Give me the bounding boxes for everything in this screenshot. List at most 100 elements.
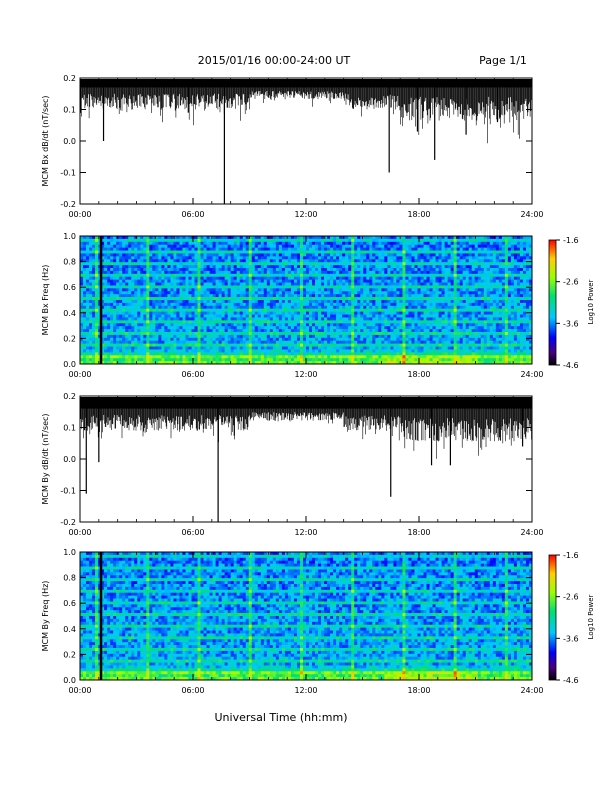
heatmap-cell: [167, 236, 171, 240]
heatmap-cell: [498, 308, 503, 312]
heatmap-cell: [333, 270, 337, 275]
heatmap-cell: [260, 265, 265, 269]
heatmap-cell: [155, 294, 159, 298]
heatmap-cell: [236, 253, 240, 257]
heatmap-cell: [375, 247, 379, 251]
heatmap-cell: [423, 241, 427, 246]
heatmap-cell: [330, 276, 334, 280]
heatmap-cell: [486, 294, 491, 298]
heatmap-cell: [92, 262, 96, 266]
heatmap-cell: [387, 297, 391, 301]
heatmap-cell: [137, 270, 141, 275]
heatmap-cell: [306, 302, 310, 307]
heatmap-cell: [182, 291, 186, 295]
heatmap-cell: [486, 308, 491, 312]
heatmap-cell: [390, 329, 394, 333]
heatmap-cell: [468, 314, 473, 318]
heatmap-cell: [333, 302, 337, 307]
heatmap-cell: [342, 238, 346, 243]
heatmap-cell: [116, 308, 120, 312]
heatmap-cell: [227, 247, 231, 251]
heatmap-cell: [104, 238, 108, 243]
heatmap-cell: [152, 329, 156, 333]
heatmap-cell: [275, 262, 280, 266]
heatmap-cell: [471, 236, 476, 240]
heatmap-cell: [107, 311, 111, 315]
heatmap-cell: [203, 302, 207, 307]
heatmap-cell: [92, 285, 96, 289]
heatmap-cell: [324, 247, 328, 251]
heatmap-cell: [327, 294, 331, 298]
heatmap-cell: [209, 300, 213, 304]
heatmap-cell: [221, 241, 225, 246]
heatmap-cell: [459, 305, 463, 310]
heatmap-cell: [474, 276, 479, 280]
heatmap-cell: [224, 270, 228, 275]
heatmap-cell: [438, 265, 442, 269]
heatmap-cell: [281, 268, 286, 272]
heatmap-cell: [447, 282, 451, 286]
heatmap-cell: [227, 320, 231, 324]
heatmap-cell: [336, 297, 340, 301]
heatmap-cell: [134, 253, 138, 257]
heatmap-cell: [218, 268, 222, 272]
heatmap-cell: [405, 279, 409, 283]
heatmap-cell: [113, 305, 117, 310]
heatmap-cell: [312, 250, 316, 254]
heatmap-cell: [272, 279, 277, 283]
heatmap-cell: [119, 323, 123, 327]
heatmap-cell: [95, 320, 99, 324]
heatmap-cell: [342, 276, 346, 280]
heatmap-cell: [200, 311, 204, 315]
heatmap-cell: [143, 311, 147, 315]
heatmap-cell: [327, 256, 331, 260]
heatmap-cell: [296, 247, 301, 251]
heatmap-cell: [158, 282, 162, 286]
heatmap-cell: [257, 279, 262, 283]
heatmap-cell: [239, 247, 244, 251]
heatmap-cell: [354, 256, 358, 260]
heatmap-cell: [104, 326, 108, 330]
heatmap-cell: [456, 256, 460, 260]
heatmap-cell: [525, 241, 530, 246]
heatmap-cell: [375, 285, 379, 289]
heatmap-cell: [405, 244, 409, 248]
heatmap-cell: [495, 244, 500, 248]
heatmap-cell: [230, 285, 234, 289]
heatmap-cell: [293, 236, 298, 240]
heatmap-cell: [272, 256, 277, 260]
heatmap-cell: [372, 262, 376, 266]
heatmap-cell: [203, 300, 207, 304]
heatmap-cell: [260, 329, 265, 333]
heatmap-cell: [143, 288, 147, 292]
heatmap-cell: [477, 314, 482, 318]
heatmap-cell: [95, 253, 99, 257]
heatmap-cell: [269, 300, 274, 304]
heatmap-cell: [269, 294, 274, 298]
heatmap-cell: [164, 282, 168, 286]
heatmap-cell: [501, 326, 506, 330]
heatmap-cell: [263, 262, 268, 266]
heatmap-cell: [254, 291, 259, 295]
heatmap-cell: [209, 247, 213, 251]
heatmap-cell: [390, 291, 394, 295]
heatmap-cell: [260, 288, 265, 292]
heatmap-cell: [450, 297, 454, 301]
heatmap-cell: [402, 241, 406, 246]
heatmap-cell: [113, 265, 117, 269]
heatmap-cell: [272, 253, 277, 257]
heatmap-cell: [468, 270, 473, 275]
heatmap-cell: [498, 279, 503, 283]
heatmap-cell: [122, 320, 126, 324]
heatmap-cell: [233, 270, 237, 275]
heatmap-cell: [167, 311, 171, 315]
heatmap-cell: [92, 317, 96, 321]
heatmap-cell: [312, 311, 316, 315]
heatmap-cell: [456, 294, 460, 298]
heatmap-cell: [215, 259, 219, 263]
heatmap-cell: [299, 236, 304, 240]
heatmap-cell: [212, 268, 216, 272]
heatmap-cell: [221, 268, 225, 272]
heatmap-cell: [293, 270, 298, 275]
heatmap-cell: [498, 300, 503, 304]
